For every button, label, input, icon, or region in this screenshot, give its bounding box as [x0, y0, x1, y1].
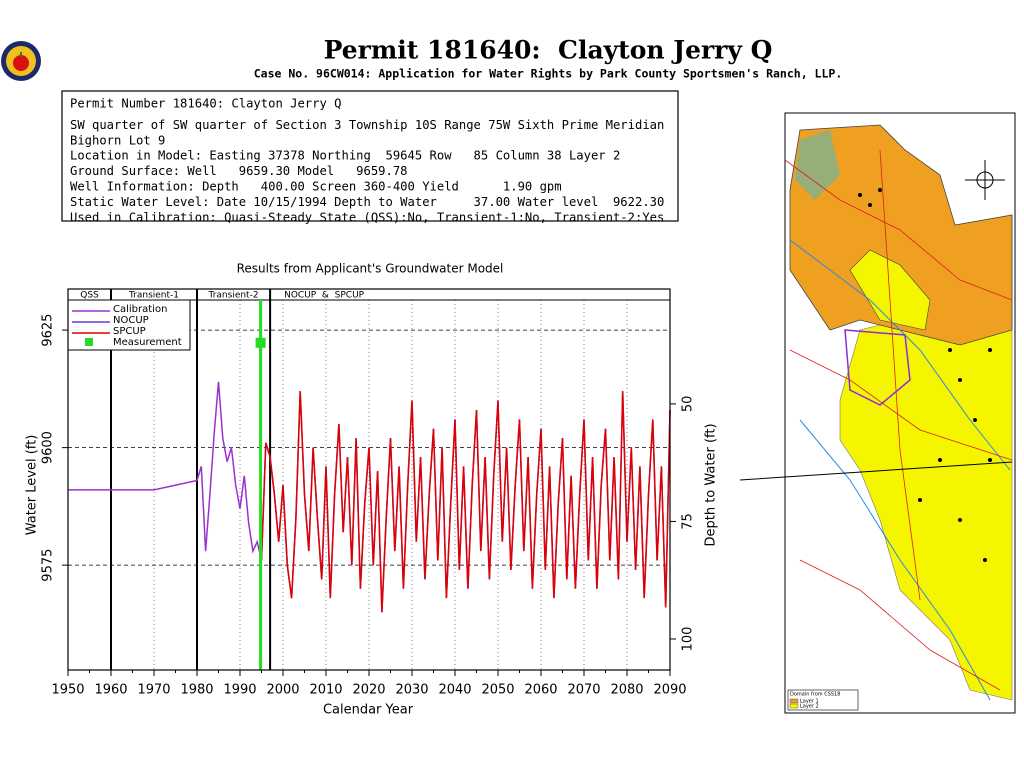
info-lines: Permit Number 181640: Clayton Jerry Q SW …: [70, 97, 664, 225]
y2-axis-label: Depth to Water (ft): [704, 423, 719, 546]
series-line: [260, 391, 671, 613]
map: Domain from CSS18 Layer 1 Layer 2: [739, 112, 1016, 714]
y2-tick-label: 100: [681, 627, 696, 652]
series-line: [68, 381, 263, 561]
info-line: Ground Surface: Well 9659.30 Model 9659.…: [70, 164, 408, 178]
x-tick-label: 2070: [567, 683, 600, 698]
x-tick-label: 1950: [51, 683, 84, 698]
legend-label: SPCUP: [113, 326, 146, 337]
x-tick-label: 1960: [94, 683, 127, 698]
info-line: Static Water Level: Date 10/15/1994 Dept…: [70, 195, 664, 209]
info-line: Permit Number 181640: Clayton Jerry Q: [70, 97, 342, 111]
x-tick-label: 1970: [137, 683, 170, 698]
y-axis-label: Water Level (ft): [25, 435, 40, 536]
x-tick-label: 1990: [223, 683, 256, 698]
legend-label: NOCUP: [113, 315, 149, 326]
y-tick-label: 9625: [41, 314, 56, 347]
x-tick-label: 2040: [438, 683, 471, 698]
chart-title: Results from Applicant's Groundwater Mod…: [237, 262, 504, 276]
legend-label: Measurement: [113, 337, 182, 348]
y2-tick-label: 75: [681, 513, 696, 530]
info-line: Bighorn Lot 9: [70, 133, 165, 147]
x-tick-label: 2050: [481, 683, 514, 698]
x-tick-label: 2010: [309, 683, 342, 698]
x-tick-label: 2030: [395, 683, 428, 698]
map-legend-item: Layer 1: [800, 699, 819, 705]
logo: [1, 41, 41, 81]
page-subtitle: Case No. 96CW014: Application for Water …: [254, 67, 843, 81]
y-tick-label: 9575: [41, 549, 56, 582]
page-title: Permit 181640: Clayton Jerry Q: [324, 36, 773, 65]
period-label: QSS: [80, 291, 99, 301]
map-legend-title: Domain from CSS18: [790, 692, 840, 698]
map-legend-item: Layer 2: [800, 704, 819, 710]
x-tick-label: 2060: [524, 683, 557, 698]
info-box: [61, 90, 679, 222]
info-line: Well Information: Depth 400.00 Screen 36…: [70, 180, 562, 194]
info-line: Location in Model: Easting 37378 Northin…: [70, 149, 620, 163]
x-tick-label: 2080: [610, 683, 643, 698]
x-tick-label: 2000: [266, 683, 299, 698]
x-tick-label: 2090: [653, 683, 686, 698]
period-label: NOCUP & SPCUP: [284, 291, 365, 301]
y-tick-label: 9600: [41, 431, 56, 464]
x-tick-label: 1980: [180, 683, 213, 698]
info-line: SW quarter of SW quarter of Section 3 To…: [70, 118, 664, 132]
series-line: [260, 391, 671, 613]
legend-label: Calibration: [113, 304, 167, 315]
info-line: Used in Calibration: Quasi-Steady State …: [70, 210, 664, 224]
period-label: Transient-2: [208, 291, 259, 301]
legend-marker: [85, 338, 93, 346]
period-label: Transient-1: [128, 291, 179, 301]
x-axis-label: Calendar Year: [323, 703, 414, 718]
y2-tick-label: 50: [681, 396, 696, 413]
x-tick-label: 2020: [352, 683, 385, 698]
measurement-marker: [255, 337, 266, 348]
plot-frame: [67, 288, 671, 671]
